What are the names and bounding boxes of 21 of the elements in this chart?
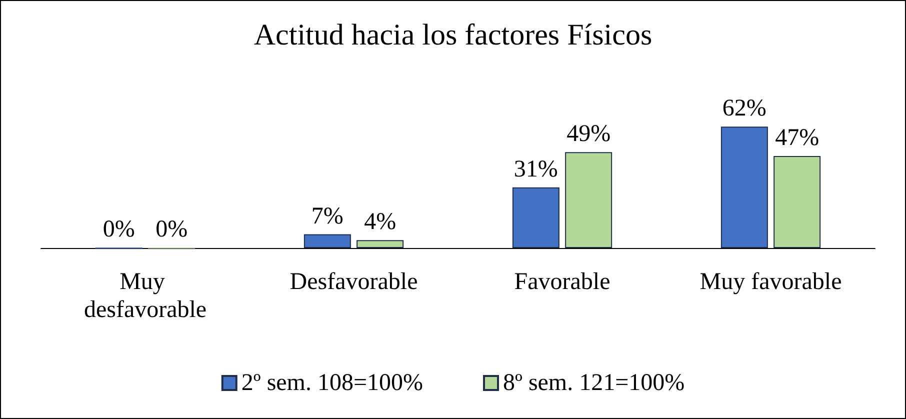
chart-title: Actitud hacia los factores Físicos xyxy=(254,18,652,52)
legend-label: 8º sem. 121=100% xyxy=(503,370,685,396)
data-label: 4% xyxy=(364,209,396,236)
x-tick-label: Favorable xyxy=(514,269,610,295)
legend-label: 2º sem. 108=100% xyxy=(241,370,424,396)
bar xyxy=(512,187,560,248)
data-label: 47% xyxy=(775,125,820,152)
bar xyxy=(774,156,821,248)
x-tick-label: Muy desfavorable xyxy=(84,269,207,323)
bar xyxy=(565,152,612,248)
x-tick-label: Muy favorable xyxy=(700,269,842,295)
data-label: 62% xyxy=(722,96,766,122)
data-label: 49% xyxy=(566,121,611,148)
bar xyxy=(356,240,404,248)
data-label: 0% xyxy=(156,216,188,242)
bar xyxy=(304,234,351,248)
data-label: 7% xyxy=(311,203,344,230)
bar xyxy=(720,126,768,248)
data-label: 0% xyxy=(102,216,135,242)
data-label: 31% xyxy=(514,156,558,182)
x-tick-label: Desfavorable xyxy=(290,269,418,295)
